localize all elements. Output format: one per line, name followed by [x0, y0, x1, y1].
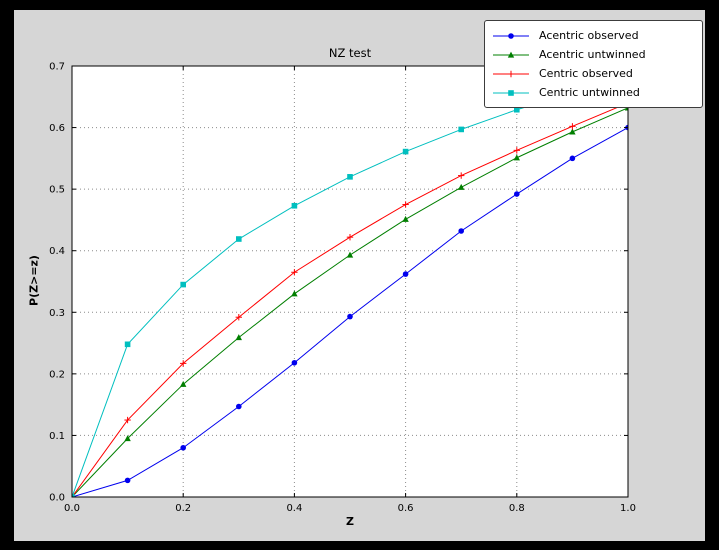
svg-text:0.6: 0.6 — [398, 503, 414, 514]
legend-entry: Centric untwinned — [491, 83, 696, 102]
svg-text:0.8: 0.8 — [509, 503, 525, 514]
plot-area: 0.0 0.2 0.4 0.6 0.8 1.0 0.0 0.1 0.2 0.3 0.4 0.5 0.6 0… — [49, 62, 636, 515]
legend-sample-line — [493, 32, 529, 39]
svg-text:0.1: 0.1 — [49, 431, 65, 442]
svg-text:0.0: 0.0 — [49, 493, 65, 504]
legend-sample-line — [493, 51, 529, 58]
svg-text:0.2: 0.2 — [175, 503, 191, 514]
legend-label: Centric observed — [539, 67, 633, 80]
chart-title: NZ test — [328, 46, 372, 60]
legend-sample-line — [493, 89, 529, 96]
svg-text:0.7: 0.7 — [49, 62, 65, 73]
svg-text:1.0: 1.0 — [620, 503, 636, 514]
svg-text:0.3: 0.3 — [49, 308, 65, 319]
legend: Acentric observed Acentric untwinned Cen… — [484, 20, 703, 108]
svg-text:0.4: 0.4 — [49, 246, 65, 257]
legend-entry: Acentric observed — [491, 26, 696, 45]
legend-sample-line — [493, 70, 529, 77]
figure-canvas: 0.0 0.2 0.4 0.6 0.8 1.0 0.0 0.1 0.2 0.3 0.4 0.5 0.6 0… — [14, 10, 705, 541]
legend-label: Acentric observed — [539, 29, 639, 42]
svg-text:0.2: 0.2 — [49, 369, 65, 380]
y-axis-label: P(Z>=z) — [27, 255, 41, 306]
legend-entry: Acentric untwinned — [491, 45, 696, 64]
legend-label: Centric untwinned — [539, 86, 640, 99]
legend-label: Acentric untwinned — [539, 48, 646, 61]
svg-text:0.0: 0.0 — [64, 503, 80, 514]
svg-text:0.5: 0.5 — [49, 185, 65, 196]
svg-text:0.4: 0.4 — [286, 503, 302, 514]
legend-entry: Centric observed — [491, 64, 696, 83]
x-axis-label: Z — [346, 515, 354, 528]
svg-text:0.6: 0.6 — [49, 123, 65, 134]
